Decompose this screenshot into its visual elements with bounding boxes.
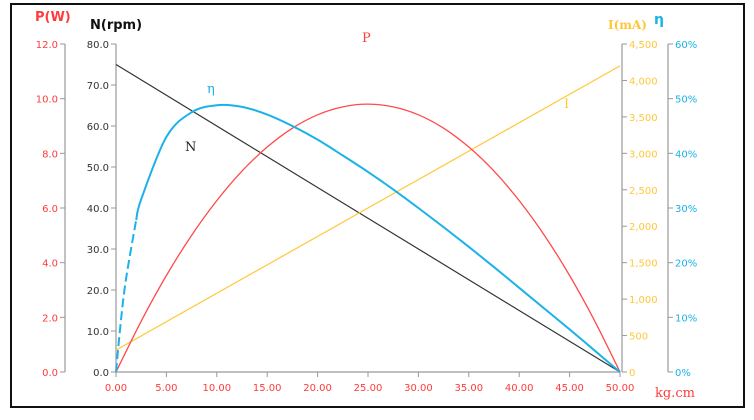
y-tick-label-P: 10.0 [36, 95, 58, 106]
y-tick-label-P: 4.0 [42, 259, 58, 270]
y-axis-title-N: N(rpm) [90, 18, 142, 33]
y-axis-title-I: I(mA) [608, 18, 647, 32]
y-tick-label-N: 80.0 [87, 40, 109, 51]
y-tick-label-I: 0 [629, 368, 635, 379]
y-tick-label-P: 12.0 [36, 40, 58, 51]
series-label-N: N [185, 140, 196, 155]
y-tick-label-N: 50.0 [87, 163, 109, 174]
y-tick-label-P: 8.0 [42, 149, 58, 160]
x-tick-label: 25.00 [354, 383, 383, 394]
y-tick-label-I: 3,000 [629, 149, 658, 160]
x-tick-label: 0.00 [105, 383, 127, 394]
y-tick-label-N: 10.0 [87, 327, 109, 338]
y-tick-label-N: 40.0 [87, 204, 109, 215]
x-tick-label: 10.00 [202, 383, 231, 394]
y-tick-label-N: 70.0 [87, 81, 109, 92]
y-tick-label-eta: 0% [675, 368, 691, 379]
y-tick-label-I: 2,000 [629, 222, 658, 233]
y-tick-label-I: 1,000 [629, 295, 658, 306]
x-tick-label: 45.00 [555, 383, 584, 394]
x-tick-label: 35.00 [454, 383, 483, 394]
series-line-N [115, 63, 621, 373]
y-axis-title-P: P(W) [35, 10, 71, 25]
series-line-eta [135, 103, 621, 373]
y-tick-label-I: 3,500 [629, 113, 658, 124]
y-tick-label-I: 2,500 [629, 186, 658, 197]
series-label-I: I [564, 97, 569, 112]
y-tick-label-P: 2.0 [42, 313, 58, 324]
y-tick-label-eta: 20% [675, 259, 697, 270]
y-tick-label-eta: 30% [675, 204, 697, 215]
x-tick-label: 15.00 [253, 383, 282, 394]
series-line-I [115, 65, 621, 351]
y-tick-label-N: 60.0 [87, 122, 109, 133]
y-tick-label-eta: 60% [675, 40, 697, 51]
x-tick-label: 30.00 [404, 383, 433, 394]
y-tick-label-I: 1,500 [629, 259, 658, 270]
y-tick-label-N: 20.0 [87, 286, 109, 297]
y-axis-title-eta: η [654, 12, 664, 28]
chart-frame [10, 3, 745, 408]
y-tick-label-I: 4,500 [629, 40, 658, 51]
series-label-P: P [362, 31, 371, 46]
y-tick-label-I: 4,000 [629, 76, 658, 87]
y-tick-label-eta: 10% [675, 313, 697, 324]
series-line-P [115, 103, 621, 373]
y-tick-label-P: 6.0 [42, 204, 58, 215]
y-tick-label-eta: 40% [675, 149, 697, 160]
x-tick-label: 40.00 [505, 383, 534, 394]
x-axis-label: kg.cm [655, 386, 695, 401]
x-tick-label: 20.00 [303, 383, 332, 394]
x-tick-label: 50.00 [606, 383, 635, 394]
y-tick-label-N: 0.0 [93, 368, 109, 379]
y-tick-label-N: 30.0 [87, 245, 109, 256]
series-line-eta-dashed [115, 219, 138, 373]
y-tick-label-P: 0.0 [42, 368, 58, 379]
x-tick-label: 5.00 [155, 383, 177, 394]
y-tick-label-I: 500 [629, 332, 648, 343]
y-tick-label-eta: 50% [675, 95, 697, 106]
series-label-η: η [207, 82, 215, 97]
